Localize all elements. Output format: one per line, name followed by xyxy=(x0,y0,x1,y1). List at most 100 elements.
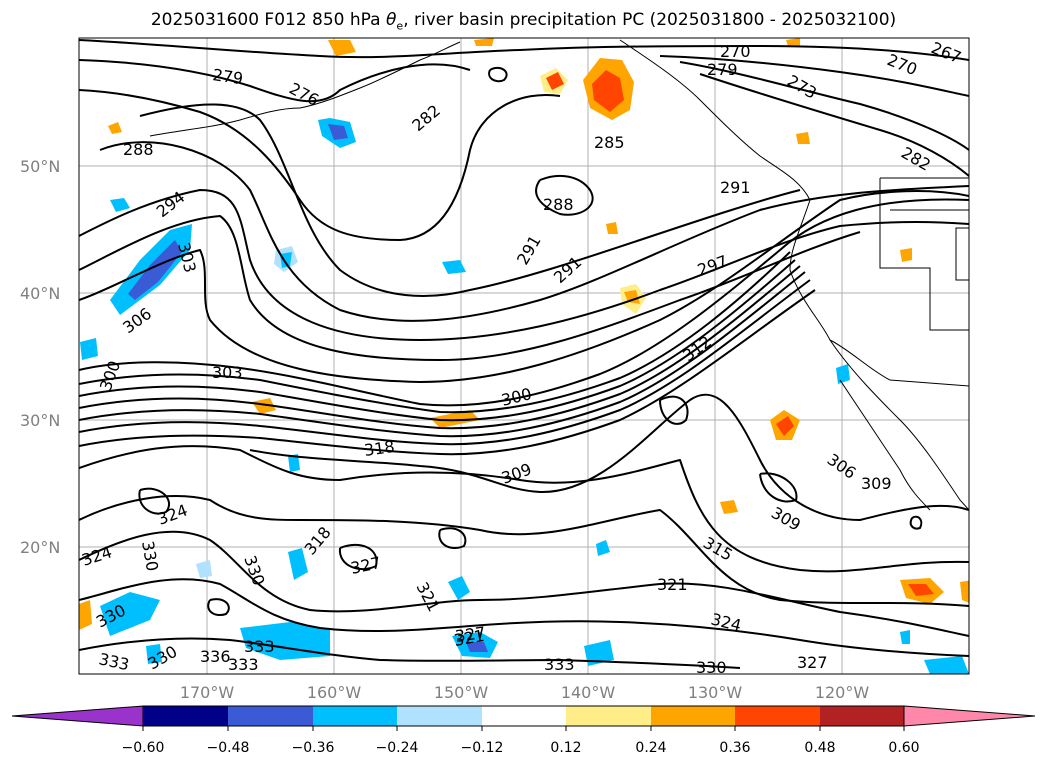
contour-label: 288 xyxy=(123,140,154,159)
contour xyxy=(79,39,969,61)
coastline-north-america xyxy=(619,39,969,511)
contour xyxy=(759,472,798,503)
precip-patch xyxy=(252,398,276,414)
contour-label: 321 xyxy=(657,575,688,594)
colorbar-outline xyxy=(143,705,904,727)
precip-patch xyxy=(908,584,934,596)
precip-patch xyxy=(900,630,910,644)
lat-label: 40°N xyxy=(20,284,60,303)
precip-patch xyxy=(79,600,92,630)
contour-label: 327 xyxy=(797,653,828,672)
lon-label: 170°W xyxy=(180,683,235,702)
precip-patch xyxy=(592,70,624,112)
precip-patch xyxy=(448,576,470,600)
precip-patch xyxy=(280,252,292,268)
contour xyxy=(79,279,811,446)
lon-label: 160°W xyxy=(307,683,362,702)
contour xyxy=(909,515,923,530)
contour xyxy=(659,395,689,425)
colorbar-tick-label: −0.24 xyxy=(376,740,419,756)
precip-patch xyxy=(584,640,614,666)
colorbar-tick-label: −0.60 xyxy=(122,740,165,756)
title-main: 2025031600 F012 850 hPa xyxy=(150,10,386,30)
colorbar-tick-label: −0.48 xyxy=(207,740,250,756)
latitude-labels: 50°N 40°N 30°N 20°N xyxy=(20,157,60,557)
colorbar-bin xyxy=(143,706,228,726)
contour xyxy=(79,215,861,361)
colorbar-bin xyxy=(735,706,820,726)
precip-patch xyxy=(776,416,794,436)
contour xyxy=(249,393,969,521)
contour-label: 336 xyxy=(200,647,231,666)
precip-patch xyxy=(196,560,212,578)
colorbar-tick-label: 0.60 xyxy=(888,740,919,756)
colorbar-bin xyxy=(820,706,904,726)
contour xyxy=(207,598,230,616)
contour xyxy=(79,265,801,430)
precip-patch xyxy=(900,248,912,262)
contour xyxy=(79,637,741,669)
contour xyxy=(659,55,969,97)
contour-label: 303 xyxy=(212,363,243,382)
contour-label: 279 xyxy=(211,65,244,88)
colorbar-bin xyxy=(651,706,735,726)
contour-label: 285 xyxy=(594,133,625,152)
contour xyxy=(679,61,969,151)
precip-patch xyxy=(146,644,162,664)
precip-patch xyxy=(288,548,308,580)
title-subscript: e xyxy=(396,19,404,33)
contour xyxy=(139,103,801,297)
precip-patch xyxy=(110,198,130,212)
contour xyxy=(79,259,796,422)
contour xyxy=(438,527,467,549)
contour xyxy=(79,530,969,637)
lon-label: 140°W xyxy=(561,683,616,702)
lon-label: 120°W xyxy=(815,683,870,702)
precip-patch xyxy=(288,454,300,472)
coastlines xyxy=(149,39,969,511)
precip-patch xyxy=(546,72,564,90)
precip-patches xyxy=(79,38,969,674)
contour xyxy=(488,66,508,83)
contour xyxy=(79,251,791,414)
border-us-mexico xyxy=(829,339,969,387)
longitude-labels: 170°W 160°W 150°W 140°W 130°W 120°W xyxy=(180,683,870,702)
colorbar-tick-label: 0.48 xyxy=(804,740,835,756)
lon-label: 130°W xyxy=(688,683,743,702)
lat-label: 50°N xyxy=(20,157,60,176)
coastline-aleutians xyxy=(149,107,301,137)
precip-patch xyxy=(442,260,466,274)
contour xyxy=(99,141,969,322)
colorbar-bin xyxy=(313,706,397,726)
colorbar-tick-label: 0.36 xyxy=(719,740,750,756)
contour-label: 327 xyxy=(454,623,487,646)
theta-e-contours xyxy=(79,39,969,669)
precip-patch xyxy=(596,540,610,556)
precip-patch xyxy=(328,124,348,140)
colorbar-ticks xyxy=(142,726,905,731)
precip-patch xyxy=(474,38,494,46)
contour xyxy=(79,59,471,103)
precip-patch xyxy=(108,122,122,134)
title-theta: θ xyxy=(386,10,397,30)
contour xyxy=(79,445,969,573)
map-title: 2025031600 F012 850 hPa θe, river basin … xyxy=(0,10,1047,32)
contour-label: 333 xyxy=(228,655,259,674)
colorbar-extend-low xyxy=(11,705,144,727)
precip-patch xyxy=(836,364,850,384)
precip-patch xyxy=(466,642,488,652)
contour xyxy=(79,190,969,383)
colorbar-extend-high xyxy=(903,705,1036,727)
contour-label: 291 xyxy=(720,178,751,197)
contour xyxy=(79,289,816,456)
precip-patch xyxy=(960,580,969,603)
precip-patch xyxy=(796,132,810,144)
colorbar-bin xyxy=(482,706,566,726)
state-border-box xyxy=(955,227,969,281)
contour xyxy=(79,189,969,341)
contour xyxy=(138,487,170,515)
state-borders xyxy=(879,178,969,331)
precip-patch xyxy=(720,500,738,514)
contour-label: 279 xyxy=(707,60,738,79)
